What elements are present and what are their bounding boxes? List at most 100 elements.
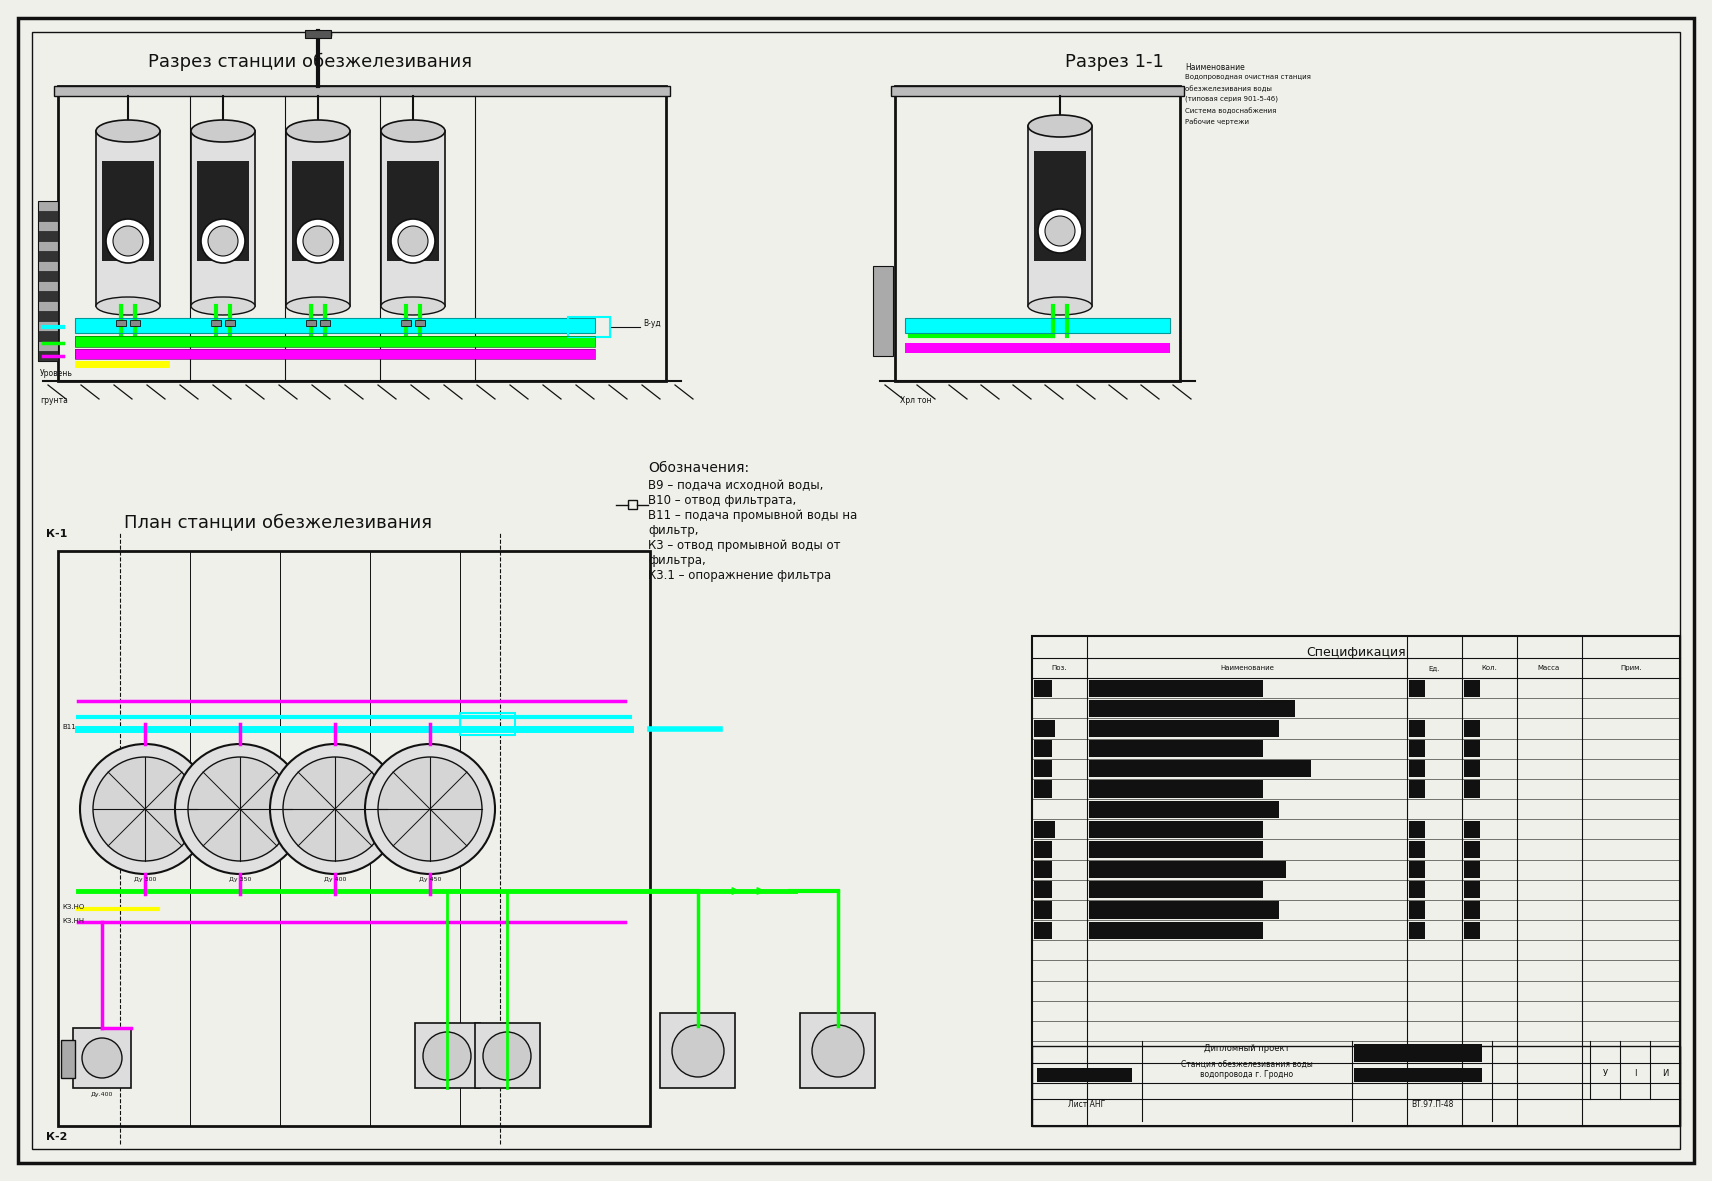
Bar <box>1089 881 1263 899</box>
Text: КЗ.НО: КЗ.НО <box>62 903 84 911</box>
Circle shape <box>365 744 495 874</box>
Text: Поз.: Поз. <box>1051 665 1067 671</box>
Bar <box>116 320 127 326</box>
Text: В9 – подача исходной воды,: В9 – подача исходной воды, <box>649 479 823 492</box>
Circle shape <box>92 757 197 861</box>
Bar <box>55 86 669 96</box>
Text: Наименование: Наименование <box>1221 665 1274 671</box>
Text: К3 – отвод промывной воды от: К3 – отвод промывной воды от <box>649 539 841 552</box>
Bar <box>305 30 330 38</box>
Circle shape <box>80 744 211 874</box>
Bar <box>75 337 596 347</box>
Circle shape <box>270 744 401 874</box>
Text: В11: В11 <box>62 724 75 730</box>
Bar <box>1089 861 1286 879</box>
Bar <box>1409 821 1424 837</box>
Ellipse shape <box>1027 115 1092 137</box>
Circle shape <box>303 226 334 256</box>
Circle shape <box>282 757 387 861</box>
Text: И: И <box>1662 1069 1667 1077</box>
Text: Ду 300: Ду 300 <box>134 876 156 881</box>
Bar <box>75 318 596 333</box>
Text: водопровода г. Гродно: водопровода г. Гродно <box>1200 1070 1294 1079</box>
Circle shape <box>483 1032 531 1079</box>
Text: Масса: Масса <box>1537 665 1560 671</box>
Text: К-2: К-2 <box>46 1133 67 1142</box>
Circle shape <box>1044 216 1075 246</box>
Bar <box>800 1013 875 1088</box>
Bar <box>58 552 651 1125</box>
Bar <box>38 252 58 261</box>
Text: В11 – подача промывной воды на: В11 – подача промывной воды на <box>649 509 858 522</box>
Bar <box>1034 901 1053 919</box>
Bar <box>1089 921 1263 939</box>
Text: І: І <box>1633 1069 1637 1077</box>
Bar <box>1354 1044 1483 1062</box>
Bar <box>568 317 609 337</box>
Text: Система водоснабжения: Система водоснабжения <box>1185 107 1277 113</box>
Bar <box>75 350 596 359</box>
Bar <box>192 131 255 306</box>
Bar <box>197 161 248 261</box>
Bar <box>1409 841 1424 859</box>
Bar <box>38 331 58 341</box>
Text: В-уд: В-уд <box>644 320 661 328</box>
Bar <box>38 351 58 361</box>
Circle shape <box>106 218 151 263</box>
Text: Лист АНГ: Лист АНГ <box>1068 1100 1106 1109</box>
Circle shape <box>423 1032 471 1079</box>
Circle shape <box>207 226 238 256</box>
Bar <box>1354 1068 1483 1082</box>
Bar <box>320 320 330 326</box>
Bar <box>1089 740 1263 757</box>
Text: Прим.: Прим. <box>1620 665 1642 671</box>
Bar <box>1089 781 1263 797</box>
Circle shape <box>188 757 293 861</box>
Bar <box>1464 881 1479 899</box>
Bar <box>1034 921 1053 939</box>
Bar <box>1464 781 1479 797</box>
Ellipse shape <box>96 120 159 142</box>
Bar <box>1409 861 1424 879</box>
Bar <box>1089 761 1311 777</box>
Bar <box>1032 637 1679 1125</box>
Bar <box>1464 740 1479 757</box>
Bar <box>1089 679 1263 697</box>
Text: Разрез станции обезжелезивания: Разрез станции обезжелезивания <box>147 53 473 71</box>
Bar <box>1034 881 1053 899</box>
Text: Ед.: Ед. <box>1428 665 1440 671</box>
Bar <box>1034 841 1053 859</box>
Text: К-1: К-1 <box>46 529 67 539</box>
Bar <box>1409 921 1424 939</box>
Bar <box>1034 740 1053 757</box>
Text: К3.1 – опоражнение фильтра: К3.1 – опоражнение фильтра <box>649 569 830 582</box>
Bar <box>103 161 154 261</box>
Bar <box>1409 761 1424 777</box>
Text: обезжелезивания воды: обезжелезивания воды <box>1185 85 1272 92</box>
Bar <box>1464 861 1479 879</box>
Bar <box>1409 720 1424 737</box>
Circle shape <box>82 1038 122 1078</box>
Text: (типовая серия 901-5-46): (типовая серия 901-5-46) <box>1185 96 1277 103</box>
Circle shape <box>1037 209 1082 253</box>
Ellipse shape <box>96 296 159 315</box>
Bar <box>1089 801 1279 817</box>
Bar <box>1089 841 1263 859</box>
Text: Спецификация: Спецификация <box>1306 646 1406 659</box>
Circle shape <box>296 218 341 263</box>
Text: Хрл тон: Хрл тон <box>901 396 931 405</box>
Bar <box>1032 1046 1679 1125</box>
Bar <box>1089 720 1279 737</box>
Bar <box>1034 781 1053 797</box>
Bar <box>58 86 666 381</box>
Bar <box>38 231 58 241</box>
Bar <box>873 266 894 355</box>
Ellipse shape <box>382 120 445 142</box>
Bar <box>414 320 425 326</box>
Text: Рабочие чертежи: Рабочие чертежи <box>1185 118 1250 125</box>
Text: Водопроводная очистная станция: Водопроводная очистная станция <box>1185 74 1311 80</box>
Bar <box>1034 151 1085 261</box>
Text: Ду 400: Ду 400 <box>324 876 346 881</box>
Circle shape <box>113 226 144 256</box>
Bar <box>74 1027 132 1088</box>
